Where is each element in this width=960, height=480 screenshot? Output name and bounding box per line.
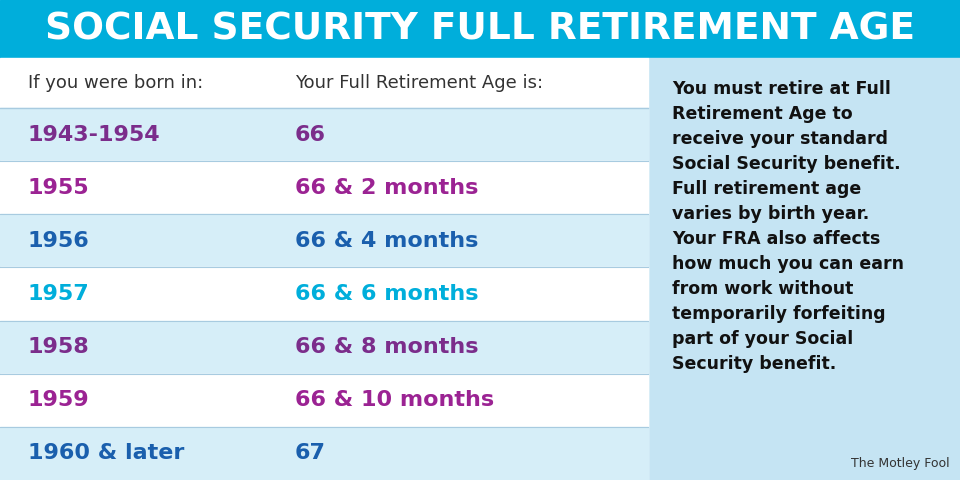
Bar [0, 267, 648, 321]
Text: Your Full Retirement Age is:: Your Full Retirement Age is: [295, 74, 543, 92]
Bar [0, 214, 648, 267]
Bar [0, 161, 648, 214]
Bar [0, 321, 648, 374]
Bar [0, 108, 648, 161]
Text: You must retire at Full
Retirement Age to
receive your standard
Social Security : You must retire at Full Retirement Age t… [672, 80, 904, 373]
Text: SOCIAL SECURITY FULL RETIREMENT AGE: SOCIAL SECURITY FULL RETIREMENT AGE [45, 11, 915, 47]
Text: 1958: 1958 [28, 337, 89, 357]
Bar [0, 0, 960, 58]
Text: 1943-1954: 1943-1954 [28, 125, 160, 144]
Text: 67: 67 [295, 444, 326, 463]
Text: 66 & 2 months: 66 & 2 months [295, 178, 478, 198]
Bar [0, 58, 648, 480]
Text: 1956: 1956 [28, 231, 89, 251]
Text: 1955: 1955 [28, 178, 89, 198]
Text: 66 & 8 months: 66 & 8 months [295, 337, 478, 357]
Text: 1957: 1957 [28, 284, 89, 304]
Text: The Motley Fool: The Motley Fool [852, 457, 950, 470]
Bar [0, 427, 648, 480]
Text: 66 & 4 months: 66 & 4 months [295, 231, 478, 251]
Text: 1960 & later: 1960 & later [28, 444, 184, 463]
Text: 66 & 6 months: 66 & 6 months [295, 284, 478, 304]
Bar [648, 58, 960, 480]
Bar [0, 374, 648, 427]
Text: 66: 66 [295, 125, 326, 144]
Text: If you were born in:: If you were born in: [28, 74, 204, 92]
Text: 1959: 1959 [28, 390, 89, 410]
Text: 66 & 10 months: 66 & 10 months [295, 390, 494, 410]
